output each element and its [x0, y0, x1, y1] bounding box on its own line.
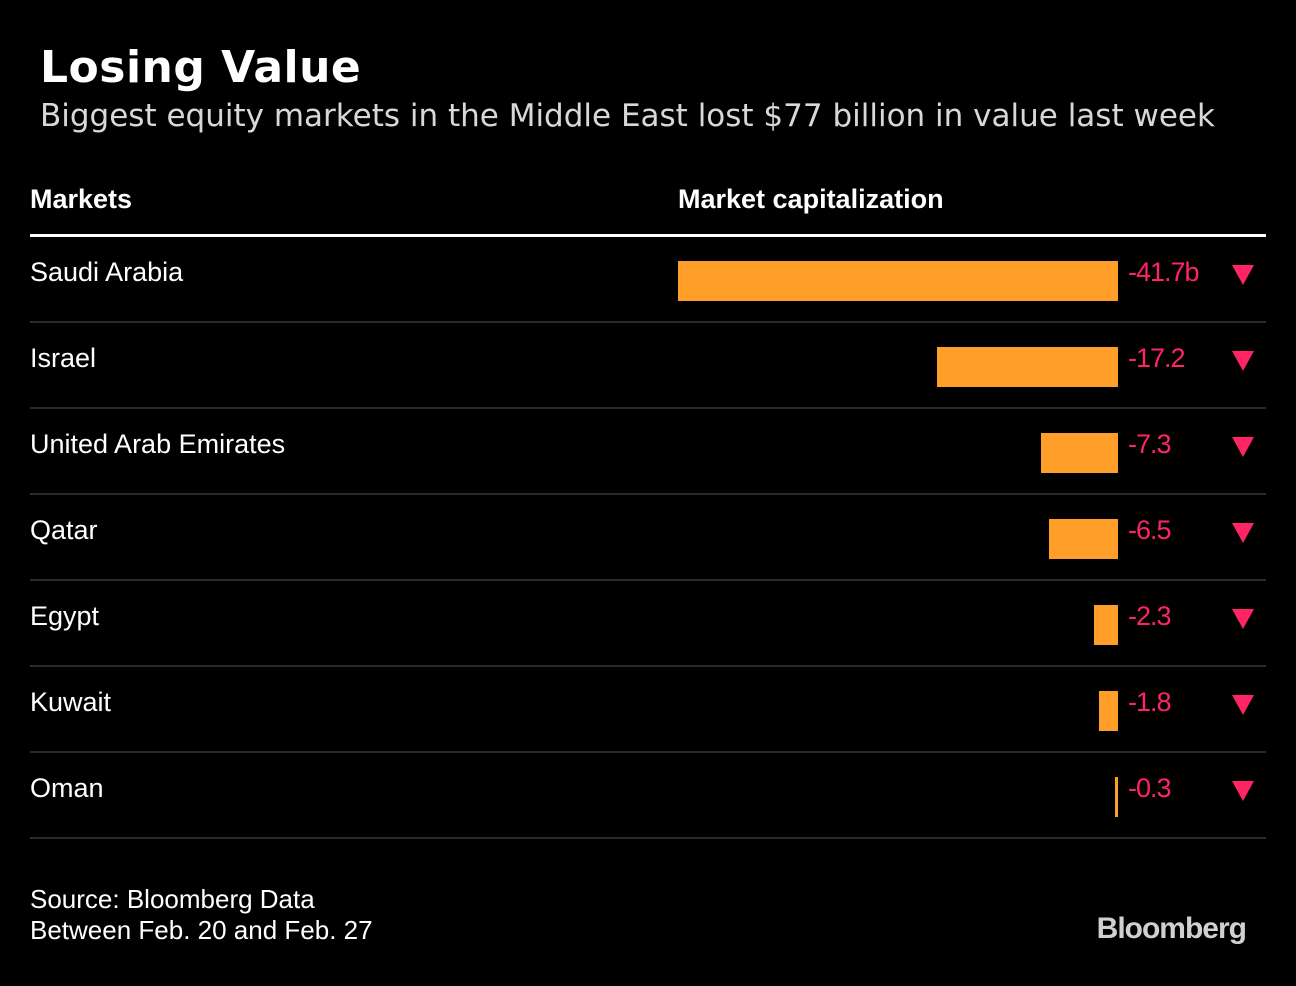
down-triangle-icon	[1232, 609, 1254, 629]
chart-subtitle: Biggest equity markets in the Middle Eas…	[40, 98, 1215, 134]
column-header-markets: Markets	[30, 184, 133, 214]
market-label: Kuwait	[30, 687, 112, 717]
down-triangle-icon	[1232, 523, 1254, 543]
down-triangle-icon	[1232, 695, 1254, 715]
header-rule	[30, 234, 1266, 237]
down-triangle-icon	[1232, 351, 1254, 371]
bar	[936, 347, 1118, 387]
value-label: -41.7b	[1128, 257, 1200, 287]
column-header-market-cap: Market capitalization	[678, 184, 944, 214]
market-label: Qatar	[30, 515, 98, 545]
table-row: Kuwait -1.8	[30, 667, 1266, 753]
value-label: -17.2	[1128, 343, 1186, 373]
table-row: Israel -17.2	[30, 323, 1266, 409]
down-triangle-icon	[1232, 265, 1254, 285]
down-triangle-icon	[1232, 437, 1254, 457]
chart-title: Losing Value	[40, 42, 362, 93]
table-row: Oman -0.3	[30, 753, 1266, 839]
value-label: -7.3	[1128, 429, 1172, 459]
bar	[1049, 519, 1118, 559]
value-label: -6.5	[1128, 515, 1172, 545]
value-label: -1.8	[1128, 687, 1172, 717]
bar	[1093, 605, 1118, 645]
market-label: Saudi Arabia	[30, 257, 184, 287]
bar	[1114, 777, 1118, 817]
source-note: Source: Bloomberg Data	[30, 884, 315, 914]
bar	[678, 261, 1118, 301]
table-row: Qatar -6.5	[30, 495, 1266, 581]
value-label: -2.3	[1128, 601, 1172, 631]
bar	[1040, 433, 1118, 473]
market-label: Egypt	[30, 601, 100, 631]
table-row: Egypt -2.3	[30, 581, 1266, 667]
down-triangle-icon	[1232, 781, 1254, 801]
value-label: -0.3	[1128, 773, 1172, 803]
bloomberg-logo: Bloomberg	[1096, 912, 1247, 945]
table-row: Saudi Arabia -41.7b	[30, 237, 1266, 323]
market-label: United Arab Emirates	[30, 429, 286, 459]
footer: Source: Bloomberg Data Between Feb. 20 a…	[30, 884, 373, 946]
market-label: Israel	[30, 343, 97, 373]
table-row: United Arab Emirates -7.3	[30, 409, 1266, 495]
bar	[1099, 691, 1118, 731]
market-label: Oman	[30, 773, 104, 803]
date-note: Between Feb. 20 and Feb. 27	[30, 915, 373, 945]
